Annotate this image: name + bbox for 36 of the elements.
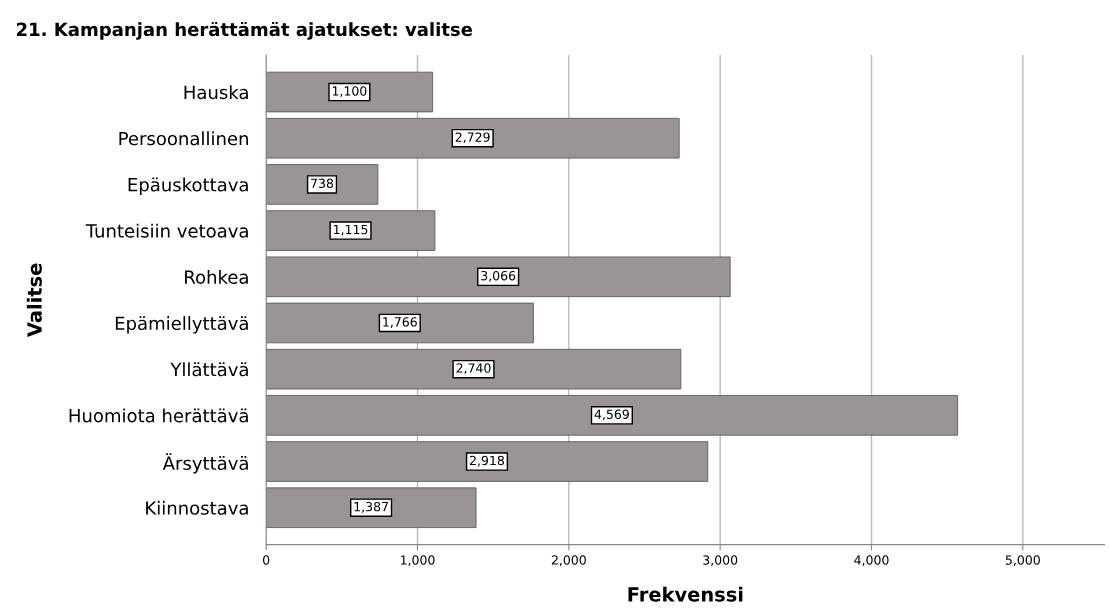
- y-tick-label: Epäuskottava: [128, 177, 248, 196]
- data-label: 1,387: [354, 501, 388, 513]
- x-axis-title: Frekvenssi: [628, 586, 743, 602]
- y-tick-label: Kiinnostava: [146, 500, 248, 515]
- y-tick-label: Tunteisiin vetoava: [85, 223, 248, 238]
- x-tick-label: 3,000: [703, 555, 738, 567]
- data-label: 3,066: [481, 270, 516, 282]
- x-tick-label: 0: [263, 555, 270, 565]
- y-tick-label: Hauska: [184, 85, 248, 100]
- bar: [266, 348, 682, 390]
- bar: [266, 487, 477, 529]
- chart-title: 21. Kampanjan herättämät ajatukset: valitse: [16, 21, 473, 40]
- data-label: 1,115: [334, 224, 368, 236]
- data-label: 2,729: [455, 132, 490, 144]
- data-label: 1,766: [383, 317, 417, 328]
- bar: [266, 441, 709, 482]
- y-tick-label: Epämiellyttävä: [115, 316, 248, 334]
- y-tick-label: Yllättävä: [170, 362, 248, 377]
- x-tick-label: 1,000: [400, 555, 435, 567]
- y-tick-label: Rohkea: [185, 269, 248, 284]
- x-tick-label: 5,000: [1005, 555, 1040, 567]
- bar: [266, 256, 731, 298]
- bar: [266, 395, 959, 436]
- bar: [266, 117, 680, 159]
- y-tick-label: Persoonallinen: [119, 131, 248, 146]
- data-label: 2,918: [469, 455, 504, 467]
- y-tick-label: Ärsyttävä: [162, 453, 248, 474]
- bar: [266, 302, 534, 344]
- y-axis-title: Valitse: [26, 263, 42, 338]
- x-tick-label: 4,000: [854, 555, 889, 567]
- y-tick-label: Huomiota herättävä: [69, 408, 248, 423]
- data-label: 1,100: [332, 86, 367, 97]
- x-tick-label: 2,000: [551, 555, 586, 567]
- data-label: 2,740: [456, 363, 491, 375]
- data-label: 738: [311, 178, 334, 189]
- data-label: 4,569: [594, 409, 629, 421]
